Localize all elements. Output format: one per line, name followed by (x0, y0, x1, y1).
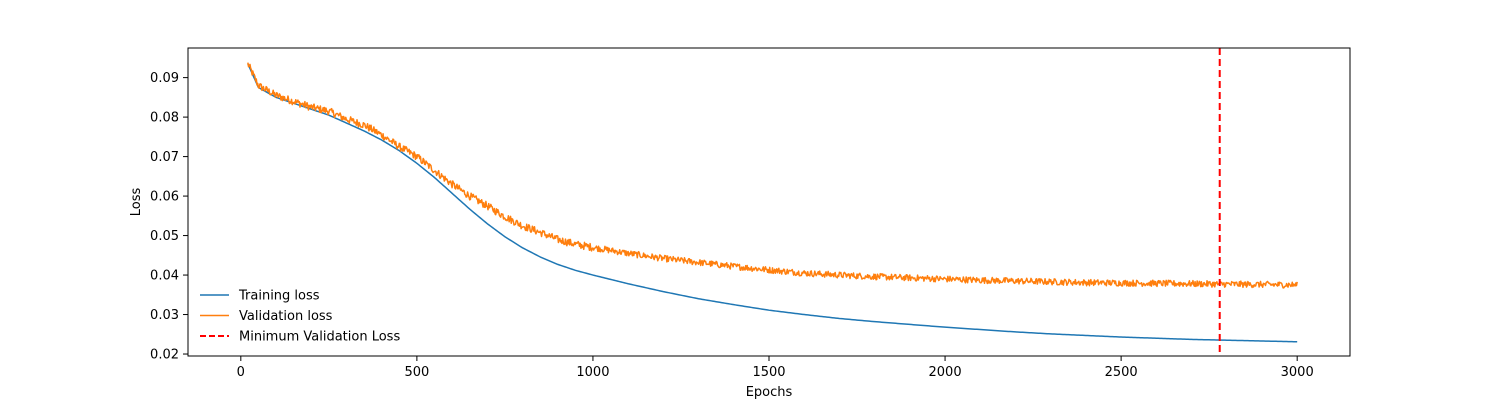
legend-label-training-loss: Training loss (238, 289, 320, 304)
y-tick-label: 0.03 (150, 308, 179, 323)
y-tick-label: 0.08 (150, 111, 179, 126)
legend-label-minimum-validation-loss: Minimum Validation Loss (239, 330, 400, 345)
plot-area (247, 48, 1298, 356)
training-loss-line (247, 63, 1298, 343)
validation-loss-line (247, 62, 1298, 289)
x-tick-label: 0 (237, 365, 245, 380)
legend: Training loss Validation loss Minimum Vali… (200, 289, 400, 345)
x-tick-label: 2000 (929, 365, 962, 380)
legend-label-validation-loss: Validation loss (239, 309, 333, 324)
x-tick-label: 2500 (1105, 365, 1138, 380)
y-tick-label: 0.06 (150, 190, 179, 205)
x-tick-label: 500 (404, 365, 429, 380)
y-tick-label: 0.05 (150, 229, 179, 244)
y-tick-label: 0.02 (150, 348, 179, 363)
x-tick-label: 1500 (752, 365, 785, 380)
y-tick-label: 0.04 (150, 269, 179, 284)
x-tick-label: 3000 (1281, 365, 1314, 380)
axes: 0 500 1000 1500 2000 2500 3000 0.02 0.03 0.04 0.05… (150, 47, 1351, 380)
y-axis-label: Loss (129, 188, 144, 217)
x-axis-label: Epochs (746, 385, 793, 400)
x-tick-label: 1000 (576, 365, 609, 380)
y-tick-label: 0.07 (150, 150, 179, 165)
y-tick-label: 0.09 (150, 71, 179, 86)
